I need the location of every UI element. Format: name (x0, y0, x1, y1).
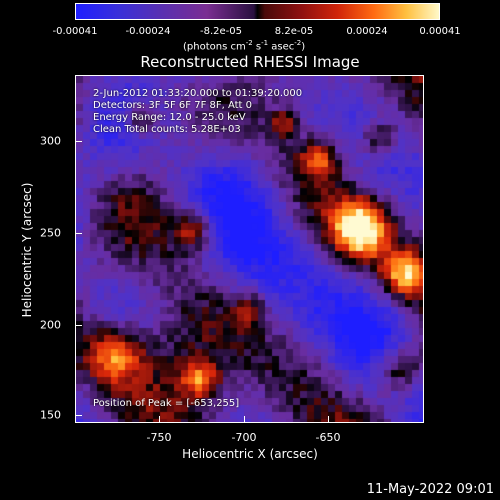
y-axis-label: Heliocentric Y (arcsec) (20, 182, 34, 318)
y-tick-label: 150 (40, 408, 61, 422)
colorbar (75, 3, 440, 20)
colorbar-tick-label: 0.00041 (419, 26, 461, 37)
x-tick-mark (244, 416, 245, 423)
x-tick-mark (328, 416, 329, 423)
detectors-label: Detectors: 3F 5F 6F 7F 8F, Att 0 (93, 100, 253, 111)
peak-position-label: Position of Peak = [-653,255] (93, 398, 240, 409)
x-tick-label: -700 (231, 431, 257, 444)
y-tick-mark (75, 141, 82, 142)
y-tick-mark (75, 325, 82, 326)
image-title: Reconstructed RHESSI Image (140, 53, 360, 71)
y-tick-mark (75, 233, 82, 234)
timestamp-label: 11-May-2022 09:01 (366, 482, 494, 497)
y-tick-label: 250 (40, 226, 61, 240)
colorbar-tick-label: -8.2e-05 (200, 26, 242, 37)
clean-counts-label: Clean Total counts: 5.28E+03 (93, 124, 241, 135)
colorbar-tick-label: -0.00024 (125, 26, 171, 37)
x-tick-label: -650 (315, 431, 341, 444)
x-tick-mark (159, 416, 160, 423)
x-axis-label: Heliocentric X (arcsec) (182, 447, 318, 461)
colorbar-tick-label: 0.00024 (346, 26, 388, 37)
y-tick-label: 300 (40, 134, 61, 148)
colorbar-tick-label: -0.00041 (52, 26, 98, 37)
x-tick-label: -750 (146, 431, 172, 444)
energy-range-label: Energy Range: 12.0 - 25.0 keV (93, 112, 246, 123)
y-tick-label: 200 (40, 318, 61, 332)
rhessi-image-plot (75, 75, 424, 423)
y-tick-mark (75, 415, 82, 416)
colorbar-tick-label: 8.2e-05 (274, 26, 314, 37)
heatmap-image (76, 76, 423, 422)
colorbar-units-label: (photons cm-2 s-1 asec-2) (183, 39, 306, 53)
time-range-label: 2-Jun-2012 01:33:20.000 to 01:39:20.000 (93, 88, 303, 99)
